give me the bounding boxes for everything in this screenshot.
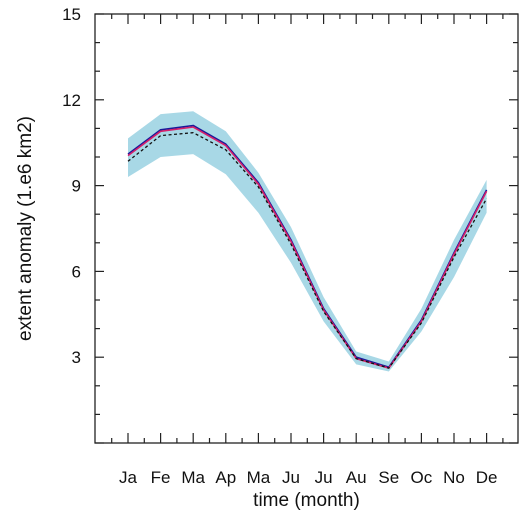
series-line-2 xyxy=(127,126,488,369)
y-tick-label: 3 xyxy=(72,348,81,367)
x-tick-label: Au xyxy=(346,468,367,487)
x-tick-labels: Ja Fe Ma Ap Ma Ju Ju Au Se Oc No De xyxy=(119,468,497,487)
plot-frame xyxy=(94,13,519,444)
x-axis-title: time (month) xyxy=(253,490,360,510)
y-tick-label: 9 xyxy=(72,177,81,196)
x-tick-label: No xyxy=(443,468,465,487)
series-line-3 xyxy=(127,132,488,369)
y-tick-labels: 3 6 9 12 15 xyxy=(62,5,81,367)
y-axis-title: extent anomaly (1.e6 km2) xyxy=(15,116,36,341)
tick-marks xyxy=(95,13,518,444)
y-tick-label: 15 xyxy=(62,5,81,24)
spread-band xyxy=(128,111,487,372)
y-tick-label: 12 xyxy=(62,91,81,110)
x-tick-label: Ja xyxy=(119,468,138,487)
x-tick-label: Ap xyxy=(215,468,236,487)
x-tick-label: Ju xyxy=(315,468,333,487)
x-tick-label: Ma xyxy=(247,468,271,487)
x-tick-label: Fe xyxy=(151,468,171,487)
y-tick-label: 6 xyxy=(72,262,81,281)
x-tick-label: Ju xyxy=(282,468,300,487)
x-tick-label: Ma xyxy=(181,468,205,487)
x-tick-label: Oc xyxy=(411,468,433,487)
x-tick-label: Se xyxy=(378,468,399,487)
series-layer xyxy=(127,124,488,369)
x-tick-label: De xyxy=(476,468,498,487)
